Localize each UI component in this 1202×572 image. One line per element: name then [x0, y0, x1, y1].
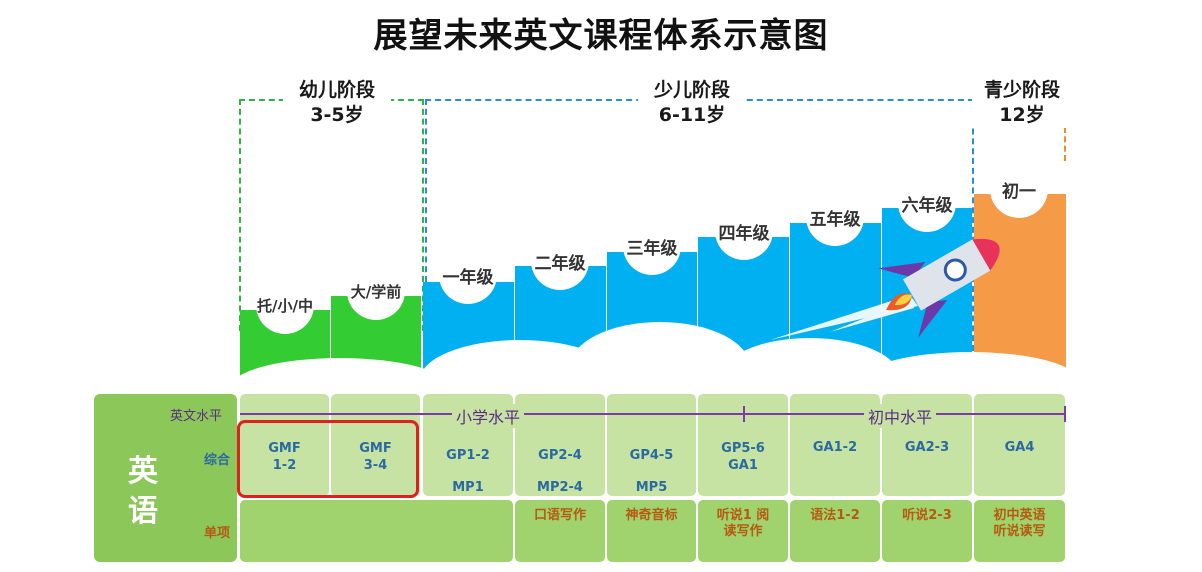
stage-age: 6-11岁	[658, 104, 726, 126]
general-line: GMF	[359, 441, 392, 456]
general-line: GP1-2	[446, 448, 490, 463]
grade-label: 大/学前	[347, 262, 405, 320]
grade-label: 四年级	[715, 202, 773, 260]
general-line: 1-2	[272, 458, 297, 473]
subject-label: 英语	[128, 454, 158, 529]
grade-label: 托/小/中	[256, 276, 314, 334]
level-line	[240, 413, 1066, 415]
stage-label-teen: 青少阶段 12岁	[972, 78, 1072, 128]
general-text: GMF 1-2	[240, 440, 329, 474]
single-text: 初中英语 听说读写	[993, 508, 1046, 539]
stage-age: 3-5岁	[310, 104, 364, 126]
single-cell: 口语写作	[515, 500, 605, 562]
general-cell	[515, 394, 605, 496]
general-line: MP1	[452, 480, 484, 495]
stage-label-primary: 少儿阶段 6-11岁	[638, 78, 746, 128]
general-text: GP2-4 MP2-4	[515, 440, 605, 504]
single-text: 听说2-3	[902, 508, 952, 523]
general-line: GP5-6	[721, 441, 765, 456]
row-label-general: 综合	[204, 453, 231, 468]
stage-label-preschool: 幼儿阶段 3-5岁	[283, 78, 391, 128]
general-line: MP2-4	[537, 480, 583, 495]
general-text: GA1-2	[790, 440, 880, 455]
grade-label: 初一	[990, 160, 1048, 218]
grade-label: 五年级	[806, 188, 864, 246]
general-cell	[974, 394, 1065, 496]
grade-label: 二年级	[531, 232, 589, 290]
stage-name: 少儿阶段	[653, 79, 730, 101]
rocket-flame	[894, 294, 913, 306]
general-line: GA4	[1004, 440, 1035, 455]
general-line: GP4-5	[629, 448, 674, 463]
general-line: GP2-4	[538, 448, 582, 463]
single-cell: 听说2-3	[882, 500, 972, 562]
general-text: GP4-5 MP5	[607, 440, 696, 504]
general-line: GA1	[728, 458, 758, 473]
stage-name: 青少阶段	[983, 79, 1060, 101]
row-label-single: 单项	[204, 526, 231, 541]
general-cell	[331, 394, 420, 496]
general-line: 3-4	[363, 458, 388, 473]
single-cell: 语法1-2	[790, 500, 880, 562]
grade-staircase: 托/小/中 大/学前 一年级 二年级 三年级 四年级 五年级 六年级 初一	[240, 160, 1066, 390]
single-cell-empty	[240, 500, 513, 562]
rocket-window	[943, 258, 967, 282]
stage-name: 幼儿阶段	[298, 79, 375, 101]
general-line: GMF	[268, 441, 301, 456]
single-text: 语法1-2	[810, 508, 860, 523]
highlight-box	[237, 420, 419, 498]
general-line: GA1-2	[812, 440, 858, 455]
general-cell	[607, 394, 696, 496]
general-text: GA4	[974, 440, 1065, 455]
level-tick	[743, 406, 745, 422]
single-text: 神奇音标	[625, 508, 678, 523]
single-text: 听说1 阅读写作	[716, 508, 770, 539]
subject-side-box	[94, 394, 237, 562]
general-line: MP5	[635, 480, 668, 495]
rocket-illustration	[770, 238, 1000, 340]
level-tick	[1064, 406, 1066, 422]
general-text: GP5-6 GA1	[698, 440, 788, 474]
single-cell: 初中英语 听说读写	[974, 500, 1065, 562]
level-primary: 小学水平	[452, 404, 525, 428]
general-cell	[240, 394, 329, 496]
general-text: GA2-3	[882, 440, 972, 455]
general-line: GA2-3	[904, 440, 950, 455]
row-label-level: 英文水平	[170, 409, 223, 424]
grade-label: 一年级	[439, 246, 497, 304]
grade-label: 三年级	[623, 217, 681, 275]
single-cell: 听说1 阅读写作	[698, 500, 788, 562]
general-text: GMF 3-4	[331, 440, 420, 474]
diagram-title: 展望未来英文课程体系示意图	[373, 16, 829, 56]
rocket-nose	[972, 238, 1000, 271]
single-cell: 神奇音标	[607, 500, 696, 562]
rocket-trail	[770, 295, 918, 340]
stage-age: 12岁	[999, 104, 1045, 126]
general-text: GP1-2 MP1	[423, 440, 513, 504]
grade-label: 六年级	[898, 174, 956, 232]
single-text: 口语写作	[533, 508, 586, 523]
level-junior: 初中水平	[864, 404, 937, 428]
